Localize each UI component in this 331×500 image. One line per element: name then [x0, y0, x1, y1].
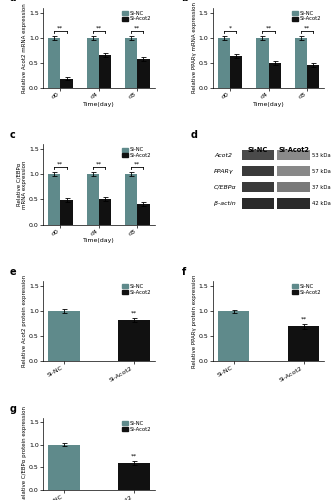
Text: 37 kDa: 37 kDa — [312, 184, 331, 190]
Y-axis label: Relative PPARγ protein expression: Relative PPARγ protein expression — [192, 274, 197, 368]
Legend: Si-NC, Si-Acot2: Si-NC, Si-Acot2 — [291, 284, 322, 296]
Text: **: ** — [131, 310, 137, 315]
Text: PPARγ: PPARγ — [214, 168, 233, 173]
X-axis label: Time(day): Time(day) — [83, 238, 115, 244]
Bar — [48, 174, 61, 224]
Text: **: ** — [96, 162, 102, 167]
Bar — [268, 62, 281, 88]
Text: b: b — [181, 0, 189, 3]
Y-axis label: Relative Acot2 protein expression: Relative Acot2 protein expression — [22, 275, 27, 367]
Bar — [218, 38, 230, 88]
Text: g: g — [10, 404, 17, 414]
Bar — [277, 150, 310, 160]
Bar — [218, 311, 249, 362]
Text: β-actin: β-actin — [214, 201, 236, 206]
Text: Acot2: Acot2 — [214, 152, 232, 158]
Text: **: ** — [304, 25, 310, 30]
Text: **: ** — [96, 25, 102, 30]
Text: C/EBPα: C/EBPα — [214, 184, 236, 190]
Text: 57 kDa: 57 kDa — [312, 168, 331, 173]
Legend: Si-NC, Si-Acot2: Si-NC, Si-Acot2 — [121, 147, 152, 158]
Y-axis label: Relative Acot2 mRNA expression: Relative Acot2 mRNA expression — [22, 3, 27, 92]
Bar — [118, 320, 150, 362]
Bar — [230, 56, 242, 88]
Bar — [125, 38, 137, 88]
Bar — [242, 166, 274, 176]
Text: *: * — [228, 25, 232, 30]
Bar — [277, 198, 310, 208]
Text: 42 kDa: 42 kDa — [312, 201, 331, 206]
Bar — [137, 204, 150, 225]
Text: c: c — [10, 130, 15, 140]
Bar — [307, 65, 319, 88]
Bar — [48, 311, 79, 362]
Text: a: a — [10, 0, 16, 3]
Text: **: ** — [134, 25, 140, 30]
Text: e: e — [10, 266, 16, 276]
Text: **: ** — [57, 162, 64, 167]
Text: **: ** — [301, 316, 307, 321]
X-axis label: Time(day): Time(day) — [83, 102, 115, 106]
Text: Si-NC: Si-NC — [247, 146, 267, 152]
Bar — [48, 38, 61, 88]
Text: 53 kDa: 53 kDa — [312, 152, 331, 158]
Bar — [288, 326, 319, 362]
Bar — [99, 200, 111, 224]
Bar — [277, 182, 310, 192]
Legend: Si-NC, Si-Acot2: Si-NC, Si-Acot2 — [291, 10, 322, 22]
Bar — [242, 150, 274, 160]
Bar — [99, 55, 111, 88]
Text: **: ** — [57, 25, 64, 30]
X-axis label: Time(day): Time(day) — [253, 102, 284, 106]
Y-axis label: Relative C/EBPα
mRNA expression: Relative C/EBPα mRNA expression — [16, 160, 27, 208]
Bar — [61, 200, 73, 224]
Text: f: f — [181, 266, 186, 276]
Legend: Si-NC, Si-Acot2: Si-NC, Si-Acot2 — [121, 10, 152, 22]
Bar — [242, 182, 274, 192]
Y-axis label: Relative PPARγ mRNA expression: Relative PPARγ mRNA expression — [192, 2, 197, 93]
Text: **: ** — [265, 25, 272, 30]
Bar — [295, 38, 307, 88]
Bar — [242, 198, 274, 208]
Text: **: ** — [134, 162, 140, 167]
Bar — [86, 174, 99, 224]
Bar — [256, 38, 268, 88]
Bar — [86, 38, 99, 88]
Bar — [125, 174, 137, 224]
Bar — [118, 463, 150, 490]
Legend: Si-NC, Si-Acot2: Si-NC, Si-Acot2 — [121, 284, 152, 296]
Bar — [61, 79, 73, 88]
Text: **: ** — [131, 454, 137, 458]
Text: Si-Acot2: Si-Acot2 — [279, 146, 310, 152]
Bar — [137, 59, 150, 88]
Y-axis label: Relative C/EBPα protein expression: Relative C/EBPα protein expression — [22, 406, 27, 500]
Legend: Si-NC, Si-Acot2: Si-NC, Si-Acot2 — [121, 420, 152, 432]
Bar — [277, 166, 310, 176]
Bar — [48, 445, 79, 490]
Text: d: d — [190, 130, 197, 140]
